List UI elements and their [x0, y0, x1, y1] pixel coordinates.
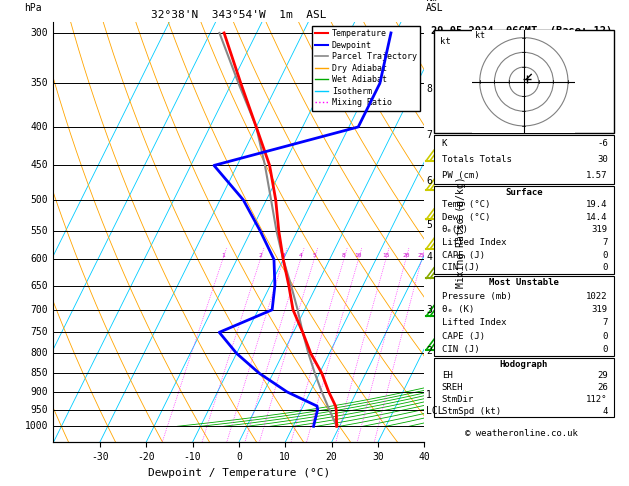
Text: SREH: SREH	[442, 383, 464, 392]
Text: 2: 2	[259, 253, 262, 258]
Text: 319: 319	[592, 305, 608, 314]
Text: 1022: 1022	[586, 292, 608, 301]
Bar	[434, 186, 614, 274]
Text: 1000: 1000	[25, 421, 48, 431]
Text: 550: 550	[30, 226, 48, 236]
Text: 4: 4	[603, 407, 608, 416]
Text: 5: 5	[426, 220, 432, 230]
Legend: Temperature, Dewpoint, Parcel Trajectory, Dry Adiabat, Wet Adiabat, Isotherm, Mi: Temperature, Dewpoint, Parcel Trajectory…	[312, 26, 420, 111]
Text: LCL: LCL	[426, 406, 443, 417]
Text: K: K	[442, 139, 447, 148]
Text: 3: 3	[282, 253, 286, 258]
Title: 32°38'N  343°54'W  1m  ASL: 32°38'N 343°54'W 1m ASL	[151, 10, 326, 20]
Text: CIN (J): CIN (J)	[442, 263, 479, 272]
Text: 0: 0	[603, 331, 608, 341]
Text: Surface: Surface	[505, 188, 543, 197]
Text: Pressure (mb): Pressure (mb)	[442, 292, 512, 301]
Text: 350: 350	[30, 78, 48, 88]
Text: Temp (°C): Temp (°C)	[442, 200, 490, 209]
Text: 650: 650	[30, 280, 48, 291]
Text: km
ASL: km ASL	[426, 0, 443, 14]
Text: 10: 10	[355, 253, 362, 258]
Bar	[434, 276, 614, 356]
Text: 14.4: 14.4	[586, 213, 608, 222]
Text: Hodograph: Hodograph	[499, 360, 548, 368]
Text: 30: 30	[597, 155, 608, 164]
Text: kt: kt	[440, 36, 450, 46]
Text: 7: 7	[603, 238, 608, 247]
Text: 0: 0	[603, 251, 608, 260]
Text: 7: 7	[426, 130, 432, 140]
Text: 600: 600	[30, 254, 48, 264]
Text: 800: 800	[30, 348, 48, 358]
Text: 15: 15	[382, 253, 389, 258]
Text: 950: 950	[30, 404, 48, 415]
Text: 112°: 112°	[586, 395, 608, 404]
Text: CAPE (J): CAPE (J)	[442, 331, 485, 341]
Text: © weatheronline.co.uk: © weatheronline.co.uk	[465, 429, 578, 438]
Text: StmDir: StmDir	[442, 395, 474, 404]
Text: 8: 8	[426, 84, 432, 94]
Text: θₑ (K): θₑ (K)	[442, 305, 474, 314]
Text: Most Unstable: Most Unstable	[489, 278, 559, 287]
Text: CAPE (J): CAPE (J)	[442, 251, 485, 260]
Text: 20: 20	[402, 253, 409, 258]
Text: 1.57: 1.57	[586, 171, 608, 180]
Bar	[434, 358, 614, 417]
Text: 1: 1	[221, 253, 225, 258]
Text: 450: 450	[30, 160, 48, 171]
Text: StmSpd (kt): StmSpd (kt)	[442, 407, 501, 416]
Text: 3: 3	[426, 305, 432, 315]
Text: Lifted Index: Lifted Index	[442, 238, 506, 247]
Text: Totals Totals: Totals Totals	[442, 155, 512, 164]
Text: 25: 25	[418, 253, 425, 258]
Text: -6: -6	[597, 139, 608, 148]
Text: CIN (J): CIN (J)	[442, 345, 479, 354]
Text: 5: 5	[312, 253, 316, 258]
Text: 900: 900	[30, 387, 48, 397]
Text: 850: 850	[30, 368, 48, 378]
Text: 0: 0	[603, 345, 608, 354]
Text: 6: 6	[426, 176, 432, 186]
Text: 29: 29	[597, 371, 608, 381]
Text: 750: 750	[30, 328, 48, 337]
Text: Dewp (°C): Dewp (°C)	[442, 213, 490, 222]
Text: 8: 8	[342, 253, 346, 258]
Text: Lifted Index: Lifted Index	[442, 318, 506, 327]
Text: 19.4: 19.4	[586, 200, 608, 209]
Text: 500: 500	[30, 195, 48, 205]
Text: EH: EH	[442, 371, 453, 381]
Text: 700: 700	[30, 305, 48, 315]
Text: 7: 7	[603, 318, 608, 327]
Text: hPa: hPa	[24, 3, 42, 14]
Text: 4: 4	[299, 253, 303, 258]
Text: θₑ(K): θₑ(K)	[442, 226, 469, 234]
Text: 4: 4	[426, 252, 432, 261]
Text: Mixing Ratio (g/kg): Mixing Ratio (g/kg)	[457, 176, 466, 288]
Bar	[434, 136, 614, 184]
Text: PW (cm): PW (cm)	[442, 171, 479, 180]
Text: 300: 300	[30, 28, 48, 38]
Text: 26: 26	[597, 383, 608, 392]
Text: kt: kt	[476, 31, 486, 40]
Text: 29.05.2024  06GMT  (Base: 12): 29.05.2024 06GMT (Base: 12)	[431, 26, 613, 36]
Text: 0: 0	[603, 263, 608, 272]
Text: 2: 2	[426, 347, 432, 356]
X-axis label: Dewpoint / Temperature (°C): Dewpoint / Temperature (°C)	[148, 468, 330, 478]
Text: 1: 1	[426, 390, 432, 400]
Text: 400: 400	[30, 122, 48, 132]
Bar	[434, 30, 614, 133]
Text: 319: 319	[592, 226, 608, 234]
